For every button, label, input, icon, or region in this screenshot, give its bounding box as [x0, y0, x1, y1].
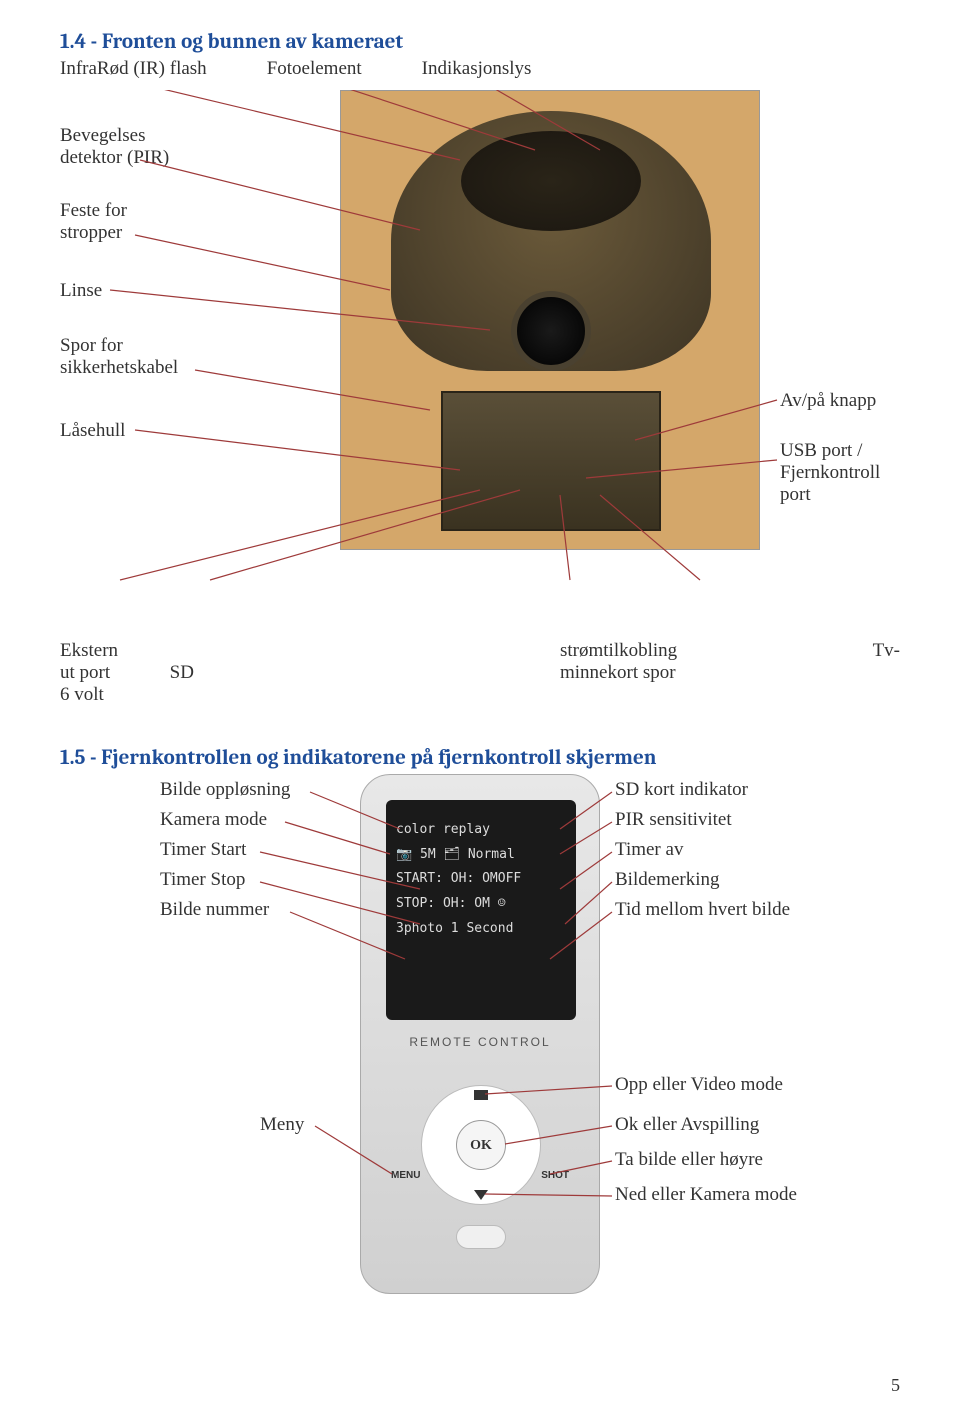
text: stropper	[60, 222, 122, 243]
text: ut port	[60, 662, 110, 683]
label-bildemerking: Bildemerking	[615, 869, 719, 891]
label-sikkerhet: Spor for sikkerhetskabel	[60, 335, 178, 379]
camera-image	[340, 90, 760, 550]
label-bilde-nummer: Bilde nummer	[160, 899, 269, 921]
label-linse: Linse	[60, 280, 102, 302]
bottom-right-col: strømtilkobling Tv- minnekort spor	[560, 640, 900, 706]
screen-row: color replay	[396, 818, 566, 843]
section-2: 1.5 - Fjernkontrollen og indikatorene på…	[60, 746, 900, 1334]
label-meny: Meny	[260, 1114, 304, 1136]
text-row: strømtilkobling Tv-	[560, 640, 900, 662]
section-1: 1.4 - Fronten og bunnen av kameraet Infr…	[60, 30, 900, 706]
camera-lens-shape	[511, 291, 591, 371]
camera-ir-shape	[461, 131, 641, 231]
remote-diagram: Bilde oppløsning Kamera mode Timer Start…	[60, 774, 900, 1334]
label-usb: USB port / Fjernkontroll port	[780, 440, 900, 506]
label-ir-flash: InfraRød (IR) flash	[60, 58, 207, 80]
section1-top-labels: InfraRød (IR) flash Fotoelement Indikasj…	[60, 58, 900, 80]
chevron-down-icon	[474, 1190, 488, 1200]
text: USB port /	[780, 440, 862, 461]
label-ta-bilde: Ta bilde eller høyre	[615, 1149, 763, 1171]
label-ok-avspilling: Ok eller Avspilling	[615, 1114, 759, 1136]
text: Ekstern	[60, 640, 560, 662]
section1-heading: 1.4 - Fronten og bunnen av kameraet	[60, 30, 900, 54]
label-opp-video: Opp eller Video mode	[615, 1074, 783, 1096]
camera-diagram: Bevegelses detektor (PIR) Feste for stro…	[60, 90, 900, 630]
remote-extra-button	[456, 1225, 506, 1249]
label-timer-stop: Timer Stop	[160, 869, 245, 891]
text: SD	[170, 662, 194, 683]
label-lasehull: Låsehull	[60, 420, 125, 442]
label-timer-av: Timer av	[615, 839, 683, 861]
label-feste: Feste for stropper	[60, 200, 127, 244]
remote-ok-button: OK	[456, 1120, 506, 1170]
label-opplosning: Bilde oppløsning	[160, 779, 290, 801]
text: detektor (PIR)	[60, 147, 169, 168]
remote-image: color replay 📷 5M 🗂 Normal START: OH: OM…	[360, 774, 600, 1294]
screen-row: START: OH: OMOFF	[396, 867, 566, 892]
text: Tv-	[873, 640, 900, 662]
page-number: 5	[891, 1375, 900, 1396]
label-kamera-mode: Kamera mode	[160, 809, 267, 831]
section2-heading: 1.5 - Fjernkontrollen og indikatorene på…	[60, 746, 900, 770]
text: sikkerhetskabel	[60, 357, 178, 378]
screen-row: 3photo 1 Second	[396, 917, 566, 942]
camera-icon	[474, 1090, 488, 1100]
text: Feste for	[60, 200, 127, 221]
label-bevegelses: Bevegelses detektor (PIR)	[60, 125, 169, 169]
text: Fjernkontroll port	[780, 462, 880, 505]
bottom-left-col: Ekstern ut port SD 6 volt	[60, 640, 560, 706]
label-avpa: Av/på knapp	[780, 390, 876, 412]
label-fotoelement: Fotoelement	[267, 58, 362, 80]
label-pir: PIR sensitivitet	[615, 809, 732, 831]
label-timer-start: Timer Start	[160, 839, 246, 861]
label-indikasjonslys: Indikasjonslys	[422, 58, 532, 80]
text: Bevegelses	[60, 125, 145, 146]
remote-shot-label: SHOT	[541, 1170, 569, 1181]
remote-control-label: REMOTE CONTROL	[361, 1035, 599, 1049]
label-tid-mellom: Tid mellom hvert bilde	[615, 899, 790, 921]
text: strømtilkobling	[560, 640, 677, 661]
section1-bottom-row: Ekstern ut port SD 6 volt strømtilkoblin…	[60, 640, 900, 706]
screen-row: STOP: OH: OM ☺	[396, 892, 566, 917]
label-ned-kamera: Ned eller Kamera mode	[615, 1184, 797, 1206]
camera-base-shape	[441, 391, 661, 531]
label-sd-kort: SD kort indikator	[615, 779, 748, 801]
text-row: ut port SD	[60, 662, 560, 684]
text: 6 volt	[60, 684, 560, 706]
text: Spor for	[60, 335, 123, 356]
screen-row: 📷 5M 🗂 Normal	[396, 843, 566, 868]
remote-menu-label: MENU	[391, 1170, 420, 1181]
remote-screen: color replay 📷 5M 🗂 Normal START: OH: OM…	[386, 800, 576, 1020]
text: minnekort spor	[560, 662, 900, 684]
